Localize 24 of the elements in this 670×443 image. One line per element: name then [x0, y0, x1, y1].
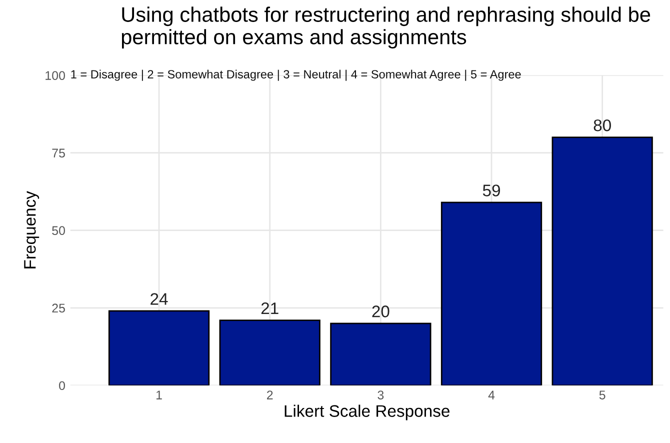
y-tick-label: 100 — [46, 71, 65, 80]
x-axis-title: Likert Scale Response — [284, 404, 450, 420]
bar — [330, 322, 432, 386]
x-tick-label: 4 — [488, 390, 495, 400]
annotation: 1 = Disagree | 2 = Somewhat Disagree | 3 = Neutral | 4 = Somewhat Agree | 5 = Agree — [71, 70, 521, 81]
y-tick-label: 25 — [52, 304, 65, 313]
bar — [552, 136, 653, 386]
bar — [440, 202, 542, 386]
chart-title: Using chatbots for restructering and rephrasing should be permitted on exams and assignments — [122, 6, 650, 49]
data-label: 20 — [372, 306, 390, 318]
y-tick-label: 75 — [52, 148, 65, 158]
y-tick-label: 0 — [59, 381, 65, 390]
data-label: 59 — [482, 184, 500, 196]
data-label: 21 — [261, 302, 278, 314]
x-tick-label: 5 — [599, 390, 606, 400]
data-label: 24 — [150, 293, 168, 305]
x-tick-label: 3 — [378, 390, 384, 400]
x-tick-label: 1 — [156, 390, 162, 400]
y-tick-label: 50 — [52, 226, 65, 236]
x-tick-label: 2 — [267, 390, 273, 400]
bar — [108, 310, 210, 386]
bar — [219, 320, 320, 386]
data-label: 80 — [594, 119, 611, 132]
y-axis-title: Frequency — [24, 191, 40, 268]
